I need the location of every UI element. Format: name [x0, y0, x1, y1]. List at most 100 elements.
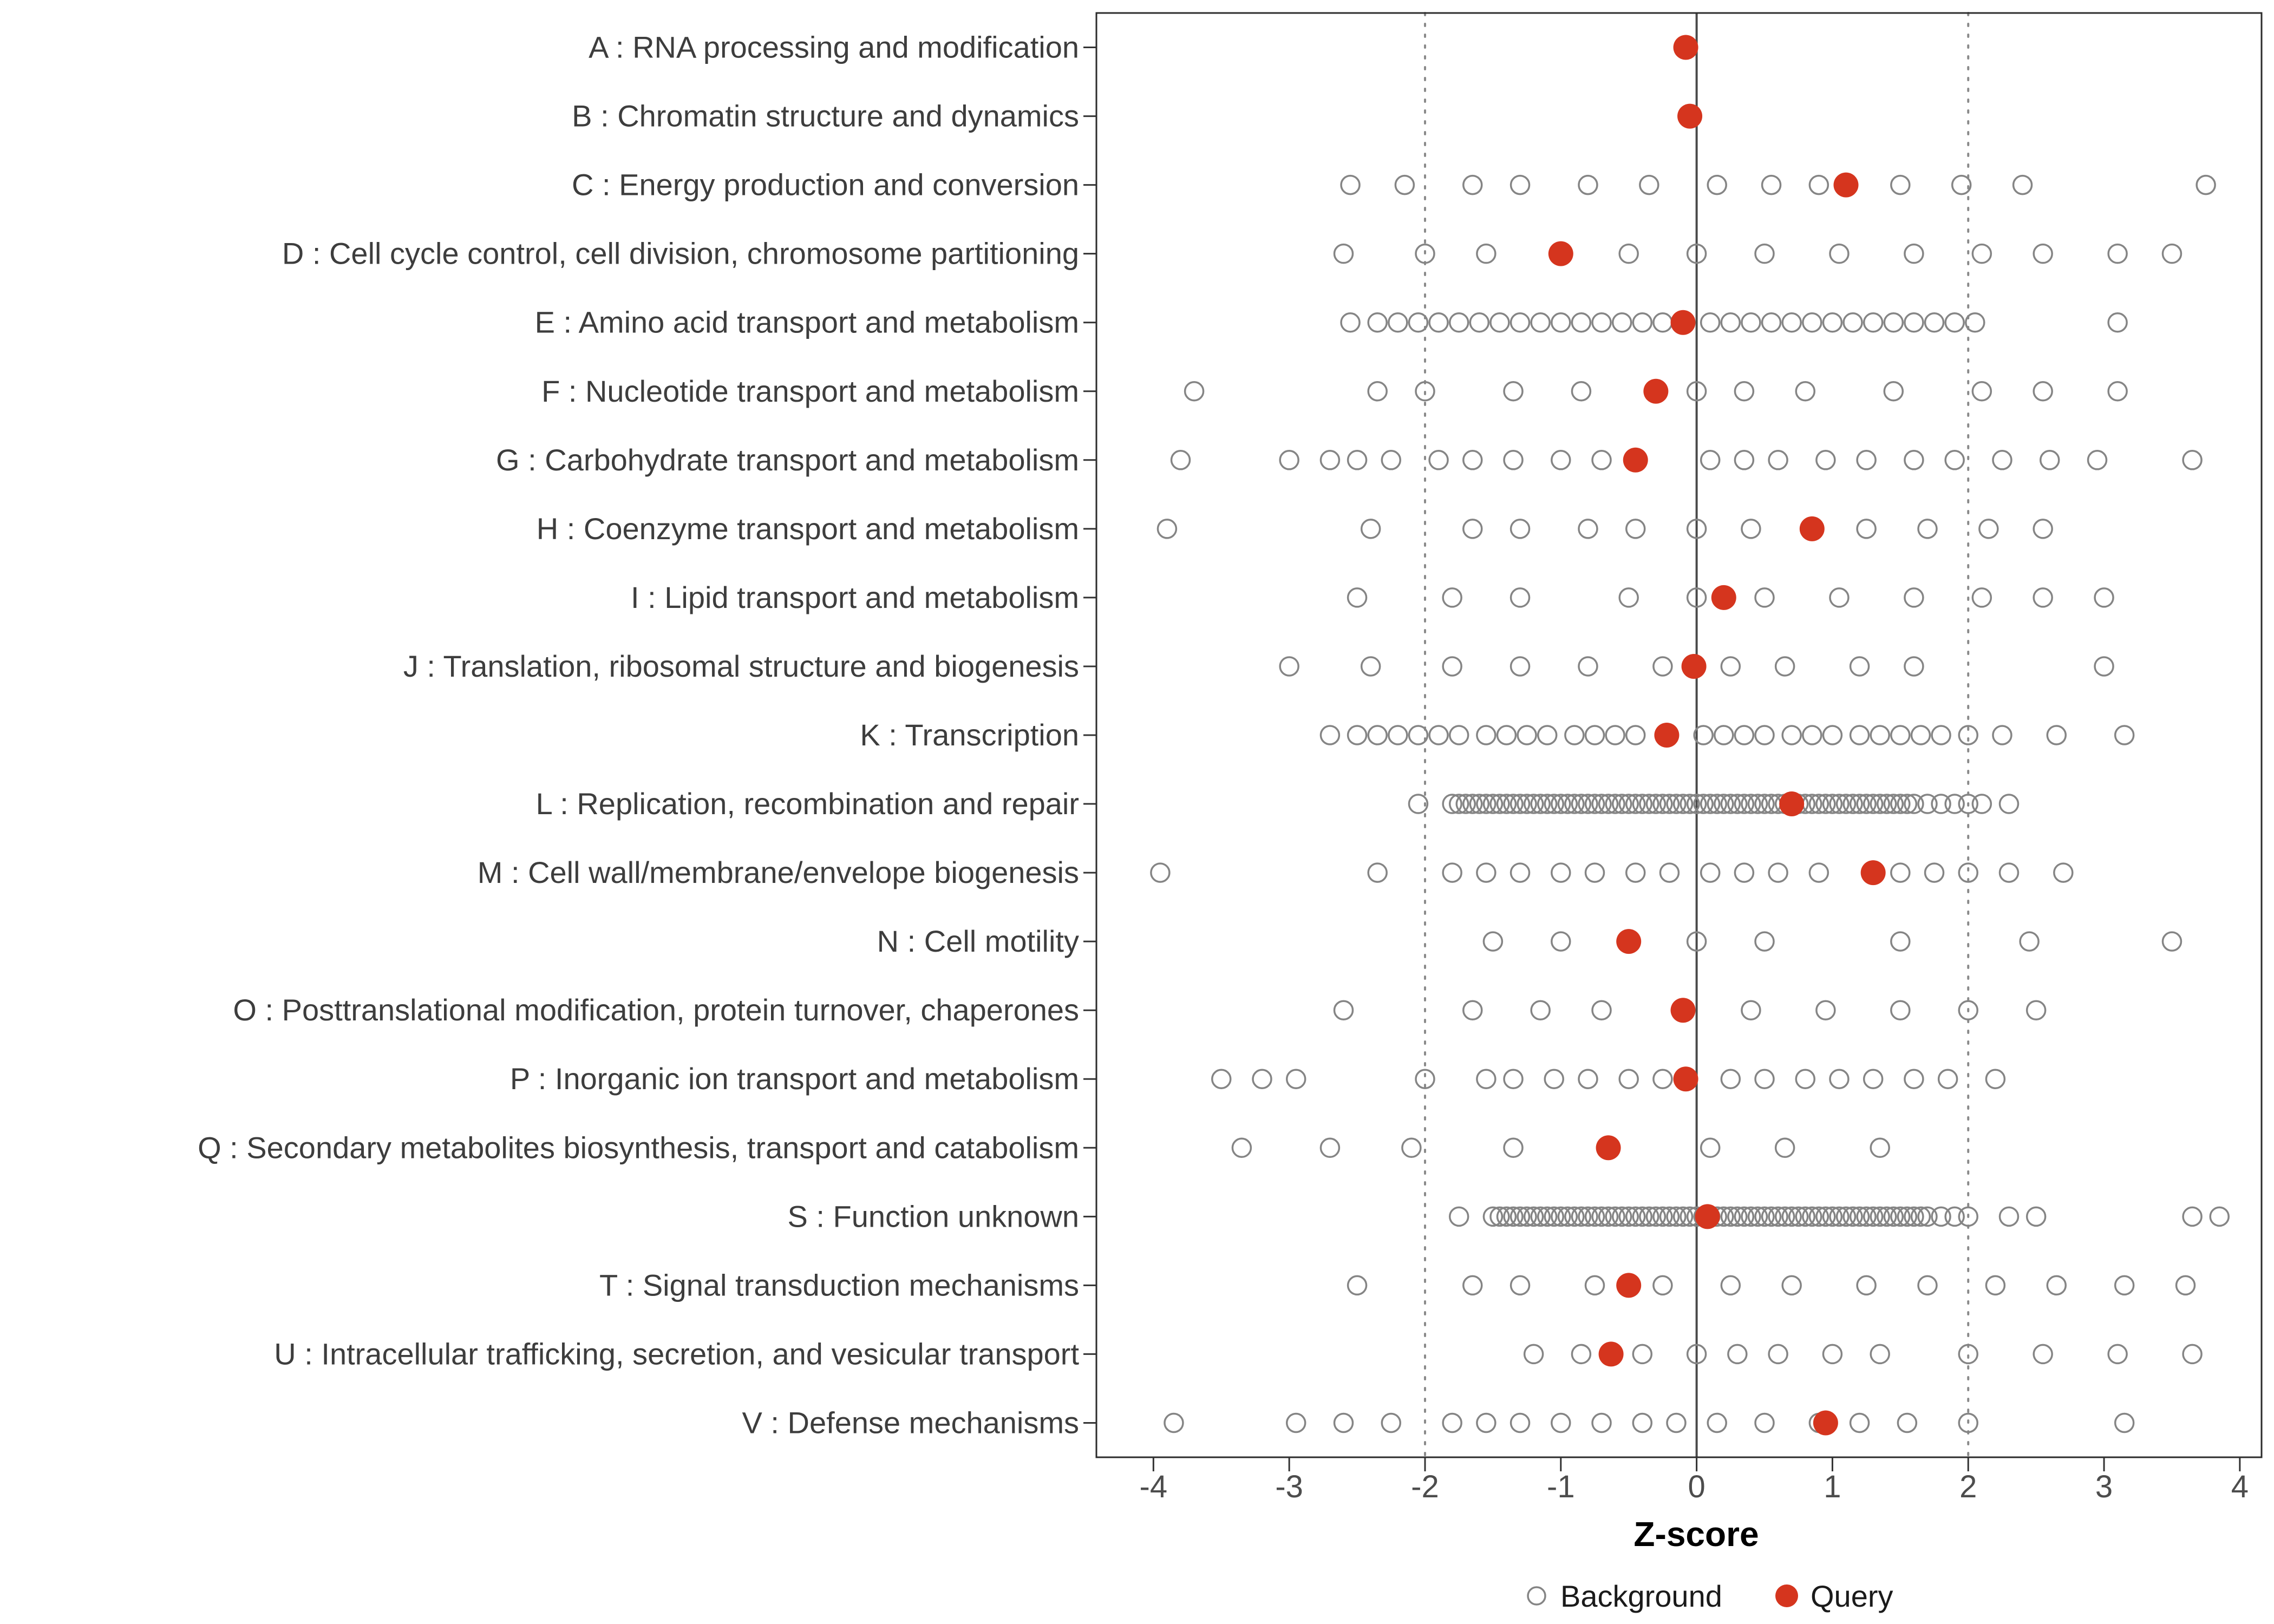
background-point: [1774, 1206, 1795, 1227]
background-point: [2033, 1344, 2053, 1365]
background-point: [1442, 794, 1462, 814]
x-tick-label: 1: [1824, 1469, 1841, 1504]
background-point: [1482, 794, 1504, 814]
background-point: [1720, 1206, 1741, 1227]
background-point: [1761, 174, 1782, 195]
background-point: [1333, 243, 1354, 264]
background-point: [1231, 1137, 1252, 1158]
background-point: [1510, 519, 1531, 539]
query-point: [1673, 35, 1698, 60]
background-point: [1632, 1206, 1653, 1227]
background-point: [1367, 862, 1388, 883]
legend: Background Query: [1527, 1579, 1893, 1613]
background-point: [1537, 725, 1558, 745]
background-point: [1333, 1000, 1354, 1020]
background-point: [1591, 1412, 1612, 1433]
background-point: [1998, 1206, 2020, 1227]
background-point: [1510, 1412, 1531, 1433]
background-point: [1802, 312, 1822, 333]
background-point: [1530, 794, 1551, 814]
background-point: [2182, 1206, 2203, 1227]
background-point: [1808, 174, 1829, 195]
background-point: [1489, 1206, 1510, 1227]
background-point: [1910, 725, 1931, 745]
background-point: [1856, 794, 1877, 814]
background-point: [1863, 1069, 1884, 1089]
background-point: [2012, 174, 2033, 195]
background-point: [1415, 243, 1435, 264]
x-tick-label: 0: [1688, 1469, 1705, 1504]
background-point: [1408, 794, 1429, 814]
background-point: [1686, 519, 1707, 539]
background-point: [1584, 862, 1605, 883]
background-point: [1544, 1206, 1564, 1227]
background-point: [1672, 794, 1694, 814]
background-point: [1510, 794, 1531, 814]
background-point: [1849, 794, 1870, 814]
background-point: [1897, 1206, 1918, 1227]
background-point: [1448, 725, 1469, 745]
background-point: [1489, 794, 1510, 814]
background-point: [1584, 1206, 1605, 1227]
background-point: [1551, 862, 1571, 883]
background-point: [2087, 450, 2108, 470]
background-point: [1510, 862, 1531, 883]
background-point: [1904, 243, 1924, 264]
x-tick-label: 4: [2231, 1469, 2249, 1504]
background-point: [1937, 1069, 1958, 1089]
background-point: [1754, 725, 1775, 745]
background-point: [1734, 862, 1755, 883]
background-point: [1822, 1206, 1843, 1227]
category-label: S : Function unknown: [787, 1199, 1079, 1233]
background-point: [1842, 312, 1863, 333]
background-point: [1842, 1206, 1863, 1227]
background-point: [1741, 312, 1761, 333]
query-point: [1711, 585, 1736, 610]
background-point: [1931, 725, 1951, 745]
background-point: [1564, 725, 1585, 745]
query-point: [1779, 791, 1805, 817]
background-point: [1319, 1137, 1341, 1158]
background-point: [1448, 1206, 1469, 1227]
background-point: [1605, 725, 1625, 745]
background-point: [1924, 862, 1945, 883]
background-point: [1808, 862, 1829, 883]
background-point: [1720, 1069, 1741, 1089]
background-point: [1428, 725, 1449, 745]
background-point: [1625, 519, 1646, 539]
background-point: [1645, 1206, 1667, 1227]
background-point: [1958, 725, 1978, 745]
background-point: [1279, 450, 1299, 470]
background-point: [1462, 1000, 1483, 1020]
background-point: [1360, 656, 1381, 677]
background-point: [1734, 450, 1755, 470]
background-point: [2182, 1344, 2203, 1365]
background-point: [1340, 174, 1361, 195]
category-label: E : Amino acid transport and metabolism: [535, 305, 1079, 339]
background-point: [1835, 794, 1857, 814]
background-point: [1944, 312, 1965, 333]
background-point: [1822, 312, 1843, 333]
background-point: [1992, 450, 2012, 470]
background-point: [1557, 1206, 1578, 1227]
background-point: [1768, 1344, 1788, 1365]
background-point: [1917, 1206, 1938, 1227]
background-point: [1890, 725, 1911, 745]
background-point: [1469, 312, 1490, 333]
background-point: [1829, 243, 1850, 264]
background-point: [1768, 450, 1788, 470]
query-point: [1860, 860, 1886, 886]
background-point: [2053, 862, 2074, 883]
background-point: [1958, 1206, 1978, 1227]
background-point: [1551, 450, 1571, 470]
background-point: [1632, 1344, 1653, 1365]
background-point: [1578, 1069, 1598, 1089]
background-point: [1476, 1412, 1497, 1433]
background-point: [1584, 794, 1605, 814]
query-point: [1833, 172, 1859, 198]
background-point: [1164, 1412, 1184, 1433]
query-point: [1616, 1273, 1642, 1298]
background-point: [1931, 794, 1951, 814]
background-point: [1285, 1412, 1306, 1433]
query-marker-icon: [1775, 1584, 1798, 1607]
